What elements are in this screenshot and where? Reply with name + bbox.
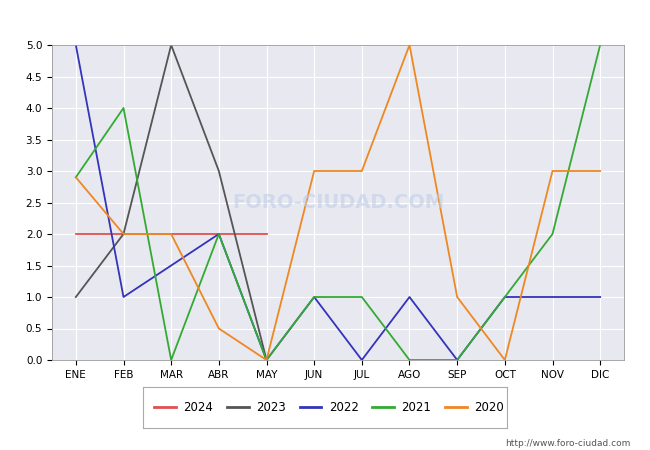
Text: 2022: 2022 <box>329 401 359 414</box>
Text: FORO-CIUDAD.COM: FORO-CIUDAD.COM <box>232 193 444 212</box>
Text: http://www.foro-ciudad.com: http://www.foro-ciudad.com <box>505 439 630 448</box>
Text: 2021: 2021 <box>402 401 432 414</box>
Text: 2023: 2023 <box>256 401 285 414</box>
Text: Matriculaciones de Vehiculos en Magallón: Matriculaciones de Vehiculos en Magallón <box>165 12 485 28</box>
Text: 2020: 2020 <box>474 401 504 414</box>
Text: 2024: 2024 <box>183 401 213 414</box>
